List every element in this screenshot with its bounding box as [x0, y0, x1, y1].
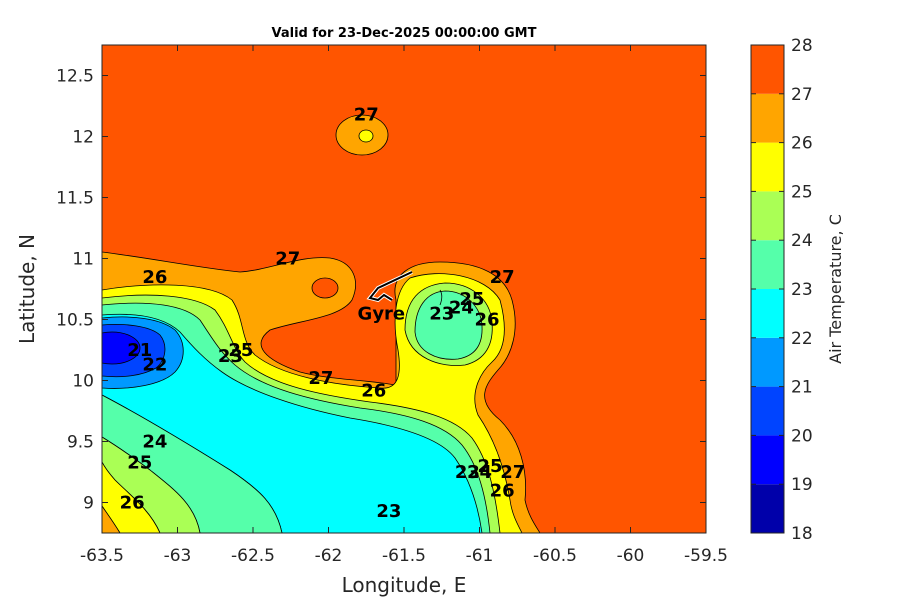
colorbar-ticks: 18 19 20 21 22 23 24 25 26 27 28 — [751, 36, 813, 544]
colorbar-tick-label: 23 — [791, 280, 813, 300]
contour-label: 24 — [449, 297, 474, 318]
colorbar-band — [751, 45, 784, 94]
contour-label: 25 — [228, 340, 253, 361]
contour-label: 23 — [455, 462, 480, 483]
colorbar-band — [751, 142, 784, 192]
colorbar-tick-label: 28 — [791, 36, 813, 56]
colorbar-band — [751, 337, 784, 387]
warm-spot-north — [358, 129, 374, 143]
y-tick-label: 11.5 — [56, 189, 94, 209]
gyre-annotation: Gyre — [358, 304, 406, 325]
colorbar-band — [751, 191, 784, 241]
x-tick-label: -63.5 — [80, 546, 124, 566]
contour-label: 26 — [475, 310, 500, 331]
contour-label: 27 — [275, 249, 300, 270]
contour-label: 23 — [429, 304, 454, 325]
colorbar-tick-label: 22 — [791, 329, 813, 349]
region-25-26-south — [102, 505, 121, 533]
y-axis-label: Latitude, N — [15, 234, 39, 344]
x-tick-label: -60.5 — [533, 546, 577, 566]
y-tick-label: 12 — [72, 128, 94, 148]
x-tick-label: -59.5 — [684, 546, 728, 566]
contour-label: 26 — [490, 480, 515, 501]
contour-label: 25 — [127, 452, 152, 473]
y-tick-label: 9.5 — [67, 433, 94, 453]
contour-label: 24 — [467, 462, 492, 483]
gyre-track — [368, 271, 413, 302]
x-axis-ticks: -63.5 -63 -62.5 -62 -61.5 -61 -60.5 -60 -59.5 — [80, 45, 728, 566]
colorbar-tick-label: 19 — [791, 475, 813, 495]
x-tick-label: -61.5 — [382, 546, 426, 566]
contour-label: 27 — [490, 267, 515, 288]
contour-label: 23 — [376, 501, 401, 522]
y-tick-label: 12.5 — [56, 67, 94, 87]
colorbar-tick-label: 20 — [791, 426, 813, 446]
contour-label: 23 — [218, 346, 243, 367]
contour-label: 21 — [127, 340, 152, 361]
colorbar-band — [751, 484, 784, 533]
x-tick-label: -62.5 — [231, 546, 275, 566]
contour-label: 26 — [142, 267, 167, 288]
colorbar-band — [751, 289, 784, 338]
y-tick-label: 11 — [72, 250, 94, 270]
colorbar-band — [751, 435, 784, 485]
contour-label: 22 — [142, 355, 167, 376]
colorbar-tick-label: 26 — [791, 134, 813, 154]
colorbar-tick-label: 27 — [791, 85, 813, 105]
region-22-23-gyre — [414, 290, 483, 360]
y-axis-ticks: 9 9.5 10 10.5 11 11.5 12 12.5 — [56, 67, 706, 514]
contour-label: 25 — [459, 289, 484, 310]
x-tick-label: -61 — [466, 546, 494, 566]
colorbar-tick-label: 25 — [791, 182, 813, 202]
x-axis-label: Longitude, E — [342, 573, 467, 597]
colorbar-label: Air Temperature, C — [826, 214, 845, 364]
y-tick-label: 9 — [83, 494, 94, 514]
colorbar-tick-label: 18 — [791, 524, 813, 544]
colorbar-band — [751, 386, 784, 436]
region-18-19 — [102, 331, 141, 365]
colorbar-band — [751, 240, 784, 289]
colorbar-tick-label: 21 — [791, 378, 813, 398]
y-tick-label: 10 — [72, 372, 94, 392]
warm-spot-west — [311, 277, 339, 299]
x-tick-label: -63 — [164, 546, 192, 566]
colorbar-tick-label: 24 — [791, 231, 813, 251]
contour-label: 27 — [354, 105, 379, 126]
x-tick-label: -62 — [315, 546, 343, 566]
gyre-inner-contour — [439, 289, 443, 306]
y-tick-label: 10.5 — [56, 311, 94, 331]
colorbar-band — [751, 93, 784, 143]
chart-title: Valid for 23-Dec-2025 00:00:00 GMT — [272, 26, 537, 41]
contour-label: 27 — [308, 368, 333, 389]
x-tick-label: -60 — [617, 546, 645, 566]
contour-label: 27 — [500, 462, 525, 483]
contour-label: 26 — [361, 380, 386, 401]
contour-label: 26 — [120, 493, 145, 514]
contour-label: 24 — [142, 432, 167, 453]
contour-label: 25 — [478, 456, 503, 477]
